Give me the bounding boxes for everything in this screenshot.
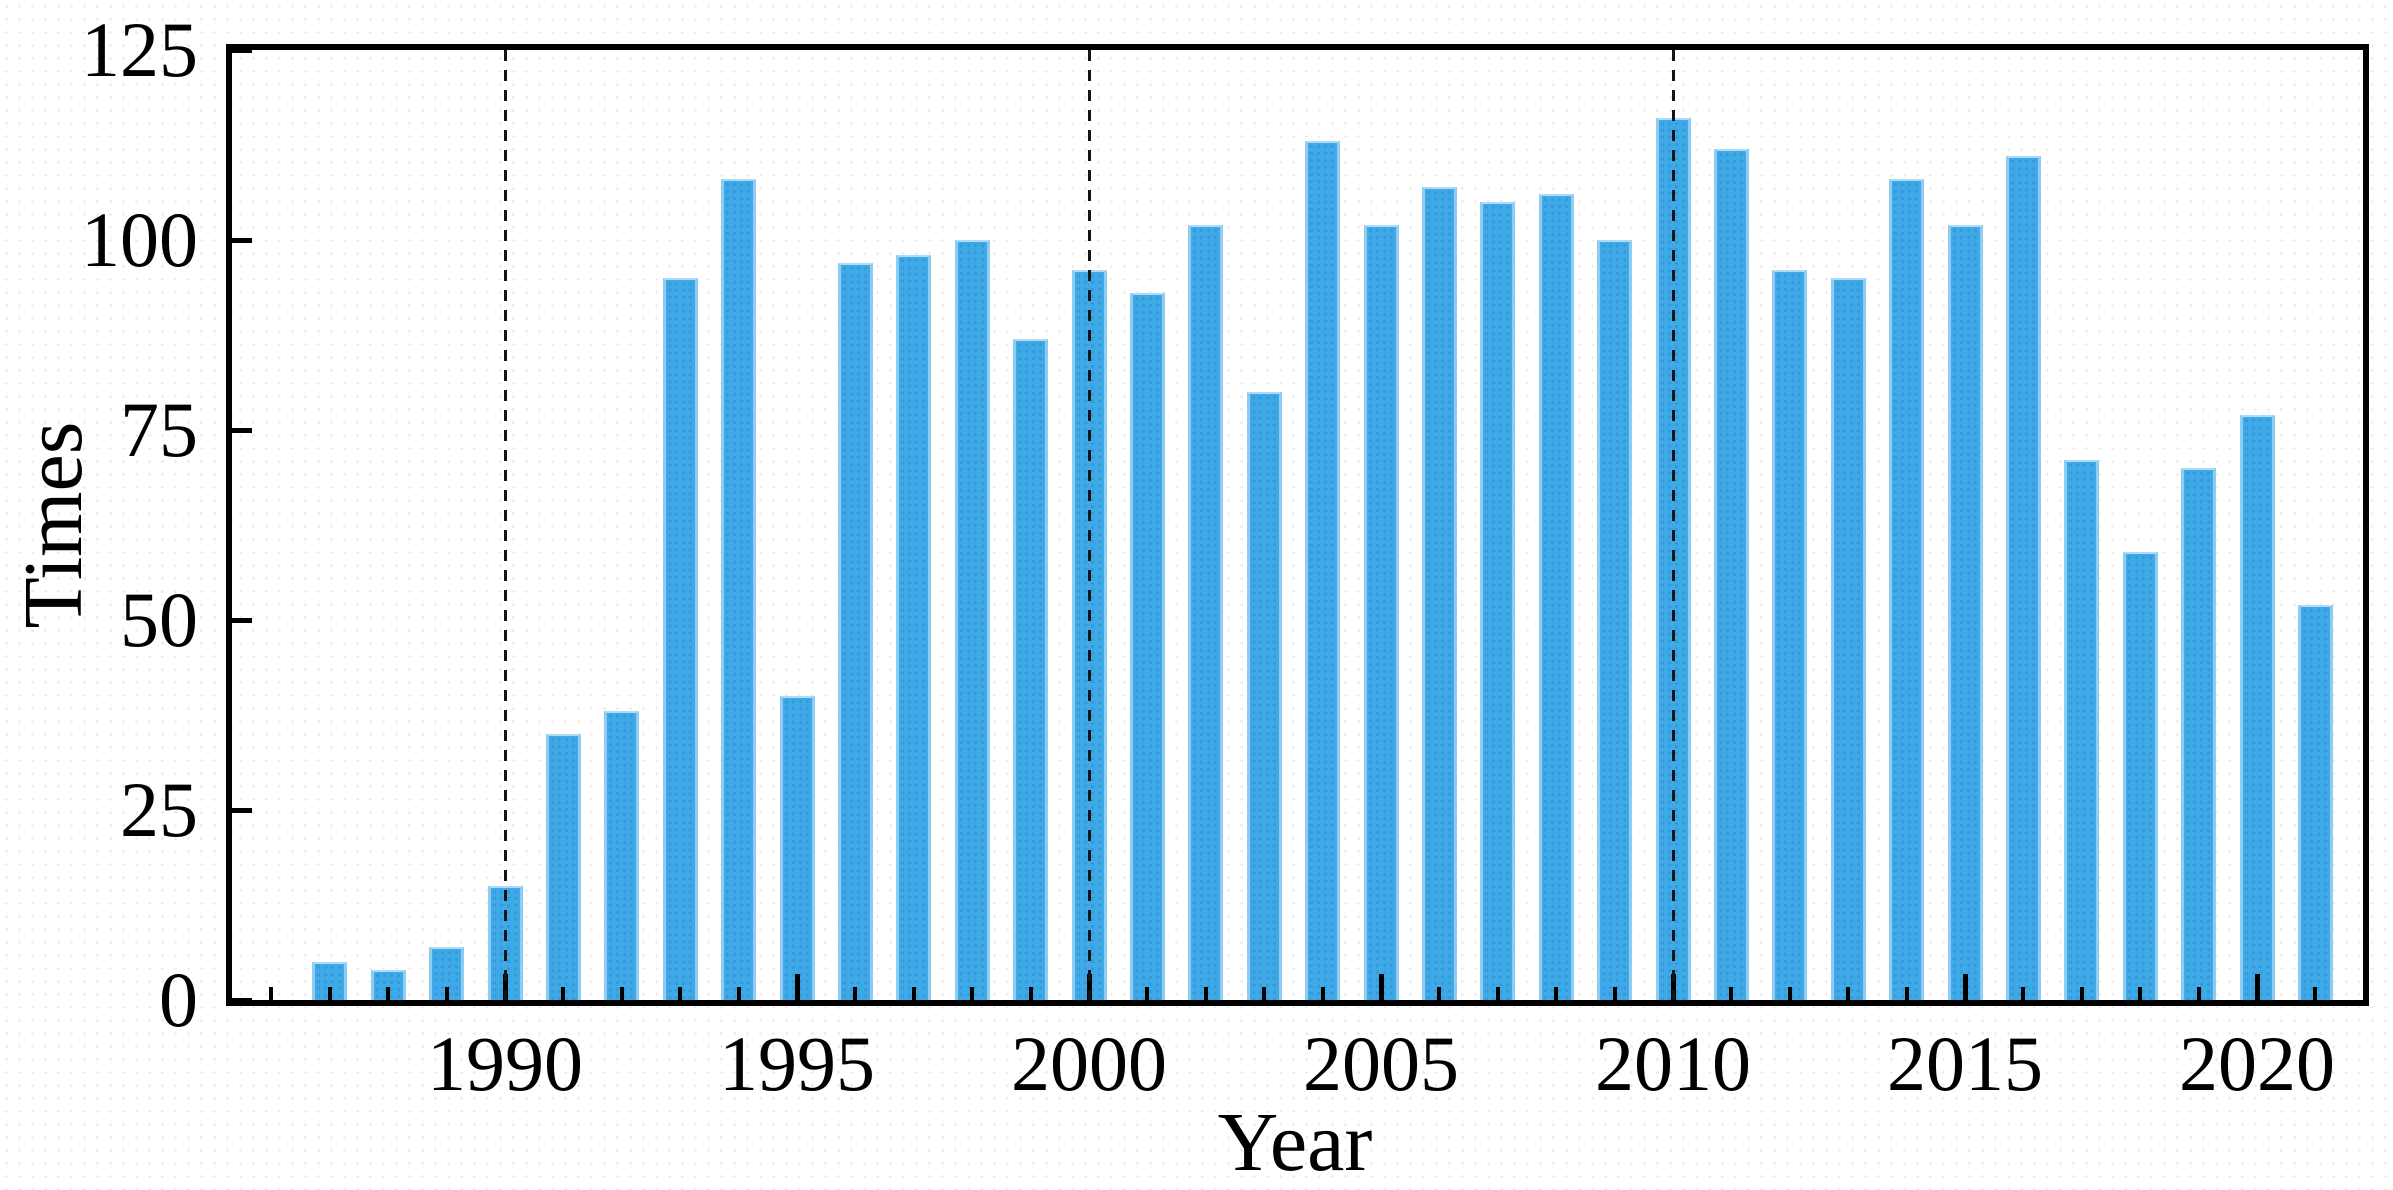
x-tick-label: 2000 (1011, 1020, 1167, 1107)
bar-2008 (1538, 194, 1574, 1000)
x-minor-tick (1437, 987, 1442, 1000)
x-minor-tick (1554, 987, 1559, 1000)
x-minor-tick (2079, 987, 2084, 1000)
bar-2013 (1830, 278, 1866, 1000)
x-tick-label: 2015 (1887, 1020, 2043, 1107)
y-tick (232, 807, 252, 813)
x-major-tick (2254, 974, 2260, 1000)
x-minor-tick (678, 987, 683, 1000)
x-tick-label: 2005 (1303, 1020, 1459, 1107)
y-tick-label: 125 (81, 6, 198, 93)
reference-line-1990 (503, 50, 507, 1000)
bar-1993 (662, 278, 698, 1000)
bar-2015 (1947, 224, 1983, 1000)
x-minor-tick (1028, 987, 1033, 1000)
x-tick-label: 1990 (427, 1020, 583, 1107)
x-axis-title: Year (1217, 1096, 1373, 1189)
bar-2017 (2064, 460, 2100, 1000)
y-tick (232, 997, 252, 1003)
bar-1996 (837, 262, 873, 1000)
x-major-tick (1378, 974, 1384, 1000)
bar-1999 (1013, 338, 1049, 1000)
reference-line-2000 (1087, 50, 1091, 1000)
y-axis-title: Times (7, 421, 100, 629)
bar-2009 (1597, 240, 1633, 1000)
y-tick (232, 237, 252, 243)
plot-area (226, 44, 2369, 1006)
bar-1987 (312, 962, 348, 1000)
x-minor-tick (386, 987, 391, 1000)
bar-1991 (545, 734, 581, 1000)
bar-2012 (1772, 270, 1808, 1000)
x-minor-tick (327, 987, 332, 1000)
x-minor-tick (1203, 987, 1208, 1000)
bar-2011 (1713, 148, 1749, 1000)
x-minor-tick (970, 987, 975, 1000)
x-minor-tick (1787, 987, 1792, 1000)
bar-2006 (1421, 186, 1457, 1000)
x-minor-tick (269, 987, 274, 1000)
bar-2003 (1246, 392, 1282, 1000)
x-tick-label: 2020 (2179, 1020, 2335, 1107)
y-tick-label: 100 (81, 196, 198, 283)
bar-2001 (1129, 293, 1165, 1000)
x-minor-tick (1729, 987, 1734, 1000)
x-minor-tick (1846, 987, 1851, 1000)
y-tick (232, 47, 252, 53)
bar-1994 (721, 179, 757, 1000)
x-minor-tick (1612, 987, 1617, 1000)
bar-1998 (954, 240, 990, 1000)
y-tick-label: 0 (159, 956, 198, 1043)
bar-2016 (2005, 156, 2041, 1000)
bar-1992 (604, 711, 640, 1000)
plot-inner (232, 47, 2363, 1003)
y-tick-label: 25 (120, 766, 198, 853)
bar-2021 (2297, 604, 2333, 1000)
x-minor-tick (1262, 987, 1267, 1000)
x-minor-tick (2313, 987, 2318, 1000)
x-minor-tick (561, 987, 566, 1000)
x-tick-label: 2010 (1595, 1020, 1751, 1107)
x-minor-tick (2196, 987, 2201, 1000)
y-tick (232, 617, 252, 623)
x-minor-tick (853, 987, 858, 1000)
bar-2018 (2122, 551, 2158, 1000)
x-minor-tick (1320, 987, 1325, 1000)
reference-line-2010 (1671, 50, 1675, 1000)
x-minor-tick (1145, 987, 1150, 1000)
x-tick-label: 1995 (719, 1020, 875, 1107)
bar-2014 (1889, 179, 1925, 1000)
x-minor-tick (1904, 987, 1909, 1000)
x-minor-tick (2021, 987, 2026, 1000)
bar-1995 (779, 696, 815, 1000)
y-tick-label: 75 (120, 386, 198, 473)
bar-1997 (896, 255, 932, 1000)
bar-2004 (1305, 141, 1341, 1000)
y-tick (232, 427, 252, 433)
bar-2019 (2181, 468, 2217, 1000)
x-minor-tick (2138, 987, 2143, 1000)
x-minor-tick (736, 987, 741, 1000)
bar-2020 (2239, 414, 2275, 1000)
x-minor-tick (619, 987, 624, 1000)
bar-2002 (1188, 224, 1224, 1000)
x-minor-tick (911, 987, 916, 1000)
x-major-tick (794, 974, 800, 1000)
x-minor-tick (444, 987, 449, 1000)
bar-2005 (1363, 224, 1399, 1000)
y-tick-label: 50 (120, 576, 198, 663)
x-minor-tick (1495, 987, 1500, 1000)
bar-2007 (1480, 202, 1516, 1000)
x-major-tick (1962, 974, 1968, 1000)
